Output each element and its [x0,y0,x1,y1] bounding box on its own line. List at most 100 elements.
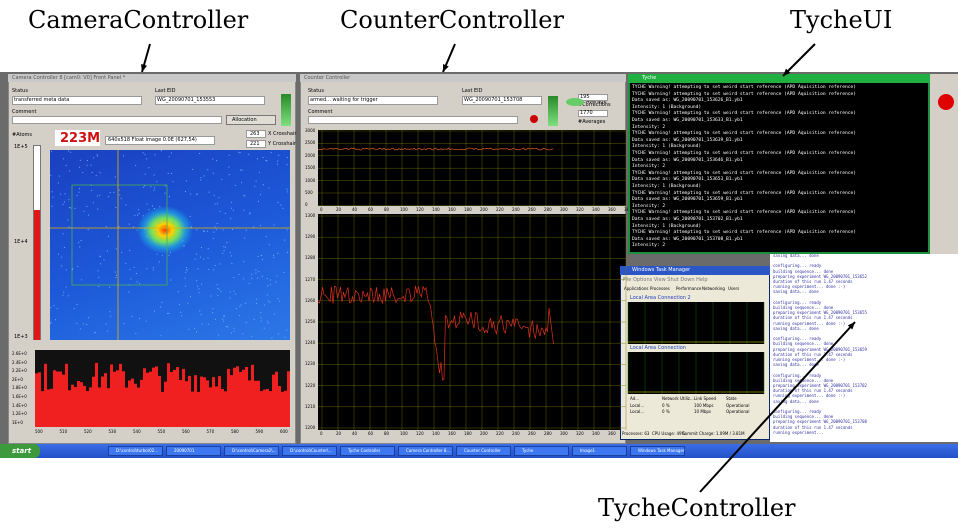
noise [153,208,155,210]
noise [244,237,246,239]
noise [276,163,278,165]
tick-label: 260 [528,207,536,212]
noise [286,188,288,190]
noise [214,318,216,320]
hist-bar [266,389,269,427]
tick-label: 240 [512,431,520,436]
console-line: Intensity: 2 [632,243,666,249]
tick-label: 160 [448,431,456,436]
taskbar-item [514,446,569,456]
noise [58,253,60,255]
tick-label: 220 [496,207,504,212]
tick-label: 0 [305,202,308,208]
tick-label: 500 [35,429,43,434]
noise [153,189,155,191]
tick-label: 540 [133,429,141,434]
noise [135,273,137,275]
scale-fill [34,210,40,340]
noise [128,291,130,293]
log-line: building sequence... done [773,341,834,347]
field [105,136,215,145]
hist-bar [74,387,77,427]
table-cell: 10 Mbps [694,409,711,414]
noise [146,203,148,205]
noise [78,188,80,190]
noise [239,314,241,316]
noise [233,277,235,279]
hist-bar [260,391,263,427]
tick-label: 0 [320,431,323,436]
noise [240,169,242,171]
hist-bar [227,368,230,427]
hist-bar [233,367,236,427]
log-line: running experiment... done :-) [773,357,846,362]
noise [107,235,109,237]
hist-bar [164,381,167,427]
hist-bar [110,364,113,427]
noise [227,326,229,328]
tick-label: 80 [384,207,390,212]
table-cell: 0 % [662,409,670,414]
noise [259,194,261,196]
noise [260,255,262,257]
noise [262,259,264,261]
noise [87,214,89,216]
noise [239,152,241,154]
noise [79,166,81,168]
noise [62,294,64,296]
noise [212,269,214,271]
noise [123,323,125,325]
hist-bar [56,371,59,427]
noise [154,154,156,156]
hist-bar [152,367,155,427]
field [308,96,438,105]
hist-bar [53,370,56,427]
taskbar-label: 20090701 [174,448,195,453]
noise [98,285,100,287]
noise [63,246,65,248]
hist-bar [209,387,212,427]
label: Local Area Connection [630,345,686,351]
noise [248,283,250,285]
tick-label: 0 [320,207,323,212]
signal-trace [317,147,554,151]
tick-label: 120 [416,431,424,436]
arrow-head [443,64,449,72]
hist-bar [194,375,197,427]
hist-bar [35,373,38,427]
log-line: configuring... ready [773,263,822,269]
hist-bar [116,370,119,427]
tick-label: 1230 [305,361,316,367]
noise [258,171,260,173]
noise [65,286,67,288]
noise [202,230,204,232]
hist-bar [176,367,179,427]
noise [90,184,92,186]
noise [187,302,189,304]
noise [168,312,170,314]
noise [238,151,240,153]
tick-label: 1E+0 [12,419,23,425]
hist-bar [155,366,158,427]
noise [286,157,288,159]
log-line: duration of this run 1.47 seconds [773,315,853,321]
taskbar-item [282,446,337,456]
hist-bar [107,388,110,427]
noise [199,256,201,258]
noise [216,203,218,205]
noise [273,313,275,315]
noise [277,333,279,335]
noise [99,172,101,174]
noise [57,182,59,184]
led [938,94,954,110]
tick-label: 1250 [305,319,316,324]
noise [82,323,84,325]
noise [130,278,132,280]
noise [270,152,272,154]
log-line: saving data... done [773,253,819,258]
noise [277,202,279,204]
noise [136,229,138,231]
noise [278,154,280,156]
hist-bar [83,385,86,427]
noise [230,207,232,209]
